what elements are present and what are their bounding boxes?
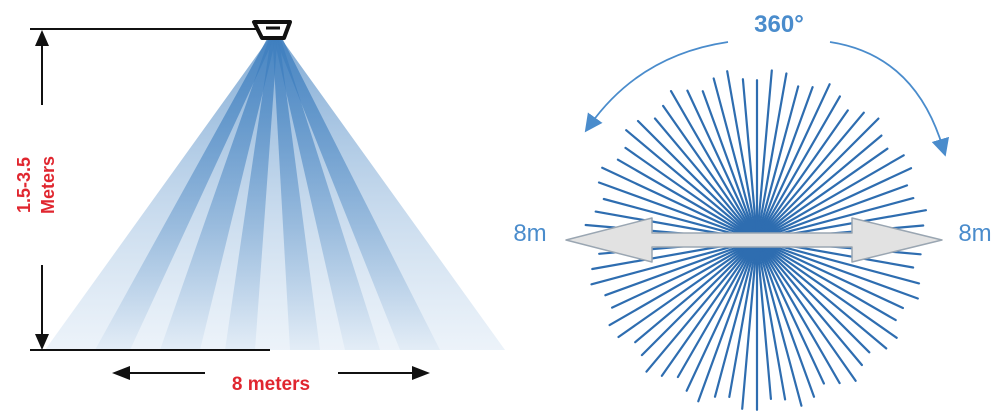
detection-beam [272,30,440,350]
width-arrow-right-icon [412,366,430,380]
detection-beam [160,30,278,350]
coverage-ray [713,244,757,398]
coverage-ray [712,77,757,236]
top-view: 360° 8m 8m [513,11,992,411]
coverage-ray [640,243,754,357]
coverage-ray [761,241,897,322]
coverage-ray [759,109,849,237]
coverage-ray [645,243,755,373]
coverage-ray [741,244,758,410]
coverage-ray [760,242,888,350]
coverage-ray [756,72,788,236]
coverage-ray [602,197,753,240]
coverage-ray [761,240,921,285]
coverage-ray [758,83,831,236]
coverage-ray [760,147,889,238]
left-range-label: 8m [513,220,546,247]
coverage-ray [597,181,753,239]
coverage-ray [760,117,880,237]
coverage-ray [759,111,865,237]
coverage-ray [601,166,753,239]
coverage-ray [761,197,915,240]
coverage-ray [757,244,803,407]
height-label-line2: Meters [38,156,58,214]
coverage-ray [669,89,756,236]
height-arrow-bottom-icon [35,334,49,350]
coverage-ray [608,241,753,327]
coverage-ray [760,242,898,339]
detection-beam [95,30,278,350]
rotation-arc-left-icon [584,41,729,133]
coverage-ray [604,241,753,297]
coverage-ray [758,244,826,385]
coverage-ray [758,244,841,385]
coverage-ray [676,244,756,379]
coverage-ray [761,154,905,239]
coverage-ray [761,241,919,300]
detection-beams [95,30,440,350]
coverage-ray [757,85,814,236]
coverage-ray [653,117,755,237]
coverage-ray [741,78,758,236]
detection-beam [272,30,380,350]
coverage-ray [756,69,773,236]
coverage-ray [756,244,773,400]
coverage-ray [624,146,754,238]
height-label-mask [20,105,68,265]
angle-label: 360° [754,11,804,38]
coverage-ray [686,89,756,236]
coverage-ray [761,167,913,239]
coverage-ray [728,244,758,398]
coverage-ray [757,85,800,236]
height-label-line1: 1.5-3.5 [14,157,34,213]
coverage-ray [636,119,754,237]
coverage-ray [726,70,758,236]
coverage-ray [701,90,757,236]
coverage-ray [590,240,753,286]
coverage-ray [685,244,756,392]
coverage-ray [610,241,753,309]
width-arrow-left-icon [112,366,130,380]
side-view: 1.5-3.5 Meters 8 meters [14,20,505,395]
detection-beam [272,30,320,350]
coverage-ray [625,129,754,238]
right-range-label: 8m [958,220,991,247]
coverage-ray [759,243,857,382]
coverage-ray [760,134,883,238]
coverage-ray [634,242,754,344]
coverage-ray [759,243,864,367]
rotation-arc-right-icon [829,41,950,157]
coverage-ray [758,95,842,236]
detection-beam [225,30,278,350]
sensor-device-icon [252,20,292,40]
coverage-ray [661,104,755,237]
width-label: 8 meters [232,374,310,395]
coverage-ray [761,241,905,310]
coverage-ray [757,244,816,398]
range-double-arrow-icon [565,217,943,263]
height-arrow-top-icon [35,30,49,46]
coverage-ray [760,243,871,354]
coverage-ray [660,243,755,377]
coverage-ray [756,244,787,401]
coverage-rays [584,69,931,411]
coverage-ray [617,242,754,339]
coverage-ray [761,184,909,239]
coverage-ray [616,158,753,239]
coverage-ray [697,244,757,403]
